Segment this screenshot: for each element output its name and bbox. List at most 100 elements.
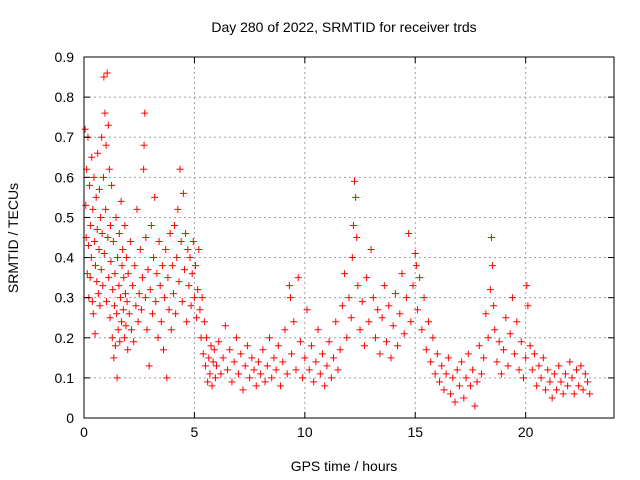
data-point [515,366,523,374]
data-point [200,318,208,326]
data-point [511,350,519,358]
data-point [402,294,410,302]
data-point [228,378,236,386]
data-point [108,334,116,342]
data-point [319,350,326,358]
data-point [347,314,355,322]
data-point [272,366,280,374]
data-point [286,294,294,302]
y-tick-label: 0.7 [55,129,75,145]
data-point [250,366,258,374]
data-point [109,238,117,246]
data-point [493,358,501,366]
data-point [241,362,249,370]
data-point [105,274,113,282]
data-point [281,326,289,334]
data-point [387,354,395,362]
data-point [257,370,265,378]
data-point [199,350,207,358]
data-point [321,382,329,390]
data-point [90,173,98,181]
data-point [550,370,558,378]
data-point [195,246,203,254]
data-point [165,306,173,314]
data-point [93,225,101,233]
data-point [169,290,177,298]
data-point [116,294,124,302]
data-point [179,189,187,197]
data-point [125,310,133,318]
data-point [226,346,234,354]
data-point [473,378,481,386]
data-point [135,290,143,298]
x-tick-label: 20 [518,424,534,440]
data-point [144,266,152,274]
data-point [235,370,243,378]
data-point [190,294,198,302]
data-point [268,374,276,382]
data-point [425,318,432,326]
data-point [182,229,190,237]
data-point [168,262,176,270]
tick-labels: 0 5 10 15 20 0 0.1 0.2 0.3 0.4 0.5 0.6 0.7 0.8 0.9 [55,49,534,440]
data-point [211,374,219,382]
data-point [436,378,444,386]
data-point [568,374,576,382]
data-point [102,205,110,213]
data-point [478,370,485,378]
data-point [491,326,499,334]
data-point [117,197,125,205]
data-point [239,386,247,394]
data-point [542,386,550,394]
data-point [358,298,366,306]
data-point [127,326,135,334]
data-point [522,354,530,362]
y-tick-label: 0.2 [55,330,75,346]
data-point [411,250,419,258]
data-point [163,374,171,382]
data-point [167,326,175,334]
data-point [336,346,344,354]
data-point [103,69,111,77]
data-point [141,294,149,302]
data-points [81,69,594,410]
data-point [508,294,516,302]
data-point [383,338,391,346]
data-point [147,221,155,229]
data-point [409,282,417,290]
data-point [429,334,437,342]
data-point [86,274,94,282]
data-point [254,358,262,366]
data-point [118,318,126,326]
data-point [299,374,307,382]
data-point [154,334,162,342]
data-point [261,378,269,386]
data-point [113,374,121,382]
data-point [204,378,212,386]
data-point [81,125,89,133]
y-tick-label: 0.5 [55,209,75,225]
data-point [150,254,158,262]
x-tick-label: 5 [191,424,199,440]
data-point [106,314,114,322]
data-point [172,310,180,318]
data-point [119,246,127,254]
data-point [140,165,148,173]
data-point [524,302,532,310]
data-point [110,302,118,310]
data-point [290,318,298,326]
data-point [277,382,285,390]
data-point [246,374,254,382]
data-point [177,238,185,246]
data-point [103,298,111,306]
data-point [112,213,120,221]
data-point [447,390,455,398]
data-point [285,282,293,290]
data-point [252,382,260,390]
data-point [248,354,256,362]
data-point [184,246,192,254]
data-point [490,302,498,310]
data-point [130,338,138,346]
data-point [224,366,232,374]
data-point [356,326,364,334]
